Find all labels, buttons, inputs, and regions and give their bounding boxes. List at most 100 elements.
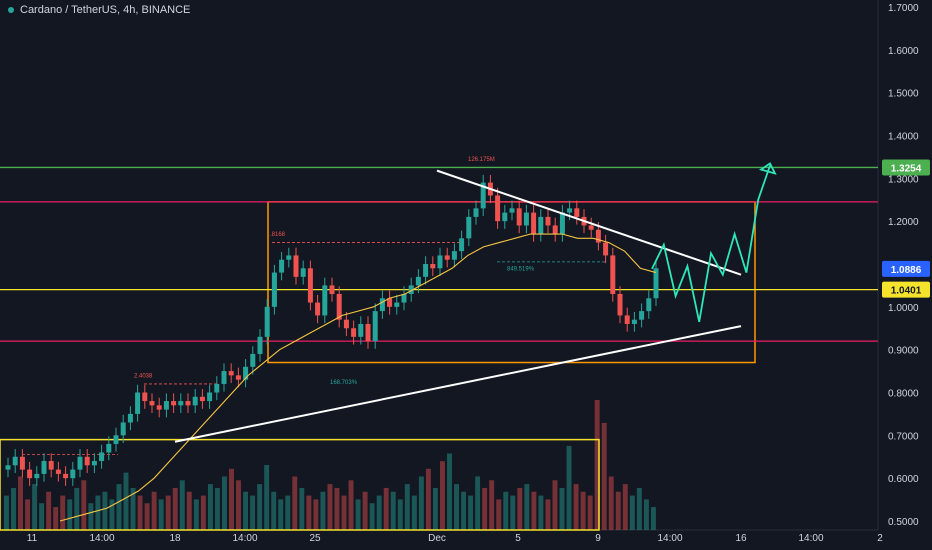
volume-bar [587, 495, 593, 530]
candle-body [343, 319, 349, 329]
volume-bar [369, 503, 375, 530]
volume-bar [236, 480, 241, 530]
candle-body [99, 452, 105, 462]
candle-body [12, 456, 18, 466]
x-tick-label: Dec [428, 533, 446, 544]
volume-bar [11, 487, 16, 530]
candle-body [610, 255, 616, 294]
volume-bar [489, 480, 495, 530]
volume-bar [299, 487, 305, 530]
volume-bar [200, 495, 206, 530]
x-tick-label: 18 [169, 533, 181, 544]
volume-bar [404, 484, 410, 530]
candle-body [466, 216, 472, 239]
chart-header: Cardano / TetherUS, 4h, BINANCE [8, 4, 190, 16]
y-tick-label: 0.8000 [888, 389, 919, 400]
volume-bar [524, 484, 530, 530]
volume-bar [193, 499, 199, 530]
candle-body [41, 461, 47, 474]
y-tick-label: 0.5000 [888, 517, 919, 528]
volume-bar [32, 484, 38, 530]
volume-bar [355, 499, 361, 530]
candle-body [214, 383, 220, 393]
candle-body [372, 311, 378, 342]
candle-body [351, 328, 357, 337]
candle-body [264, 306, 270, 337]
candle-body [523, 212, 529, 226]
candle-body [415, 276, 421, 286]
volume-bar [425, 468, 431, 530]
volume-bar [186, 491, 192, 530]
candle-body [603, 242, 609, 256]
candle-body [646, 298, 652, 312]
candle-body [142, 392, 148, 402]
chart-annotation: 849.519% [507, 266, 535, 272]
volume-bar [475, 476, 481, 530]
market-status-dot [8, 7, 14, 13]
candle-body [516, 208, 522, 226]
volume-bar [229, 468, 234, 530]
volume-bar [67, 499, 73, 530]
candle-body [545, 216, 551, 226]
candle-body [48, 461, 54, 470]
volume-bar [538, 495, 544, 530]
candle-body [34, 473, 40, 479]
price-tag: 1.0886 [882, 260, 930, 277]
candle-body [178, 401, 184, 406]
volume-bar [510, 495, 516, 530]
candle-body [113, 435, 119, 444]
projection-arrow-head [758, 162, 777, 175]
volume-bar [418, 476, 424, 530]
y-tick-label: 0.7000 [888, 431, 919, 442]
volume-bar [327, 484, 333, 530]
y-tick-label: 1.6000 [888, 46, 919, 57]
symbol-title[interactable]: Cardano / TetherUS, 4h, BINANCE [20, 4, 191, 16]
volume-bar [615, 491, 621, 530]
volume-bar [629, 495, 635, 530]
candle-body [567, 208, 573, 213]
chart-annotation: .8168 [270, 232, 286, 238]
candle-body [495, 195, 501, 222]
volume-bar [601, 422, 607, 530]
volume-bar [341, 495, 347, 530]
volume-bar [334, 487, 340, 530]
candle-body [192, 396, 198, 406]
candle-body [459, 238, 465, 252]
volume-bar [144, 503, 150, 530]
candle-body [27, 469, 33, 479]
volume-bar [496, 499, 502, 530]
volume-bar [461, 491, 467, 530]
volume-bar [25, 499, 31, 530]
volume-bar [271, 491, 277, 530]
volume-bar [362, 491, 368, 530]
candle-body [149, 401, 155, 406]
volume-bar [594, 400, 600, 530]
candle-body [185, 401, 191, 406]
volume-bar [46, 491, 52, 530]
candle-body [401, 293, 407, 303]
candle-body [199, 396, 205, 402]
candle-body [365, 323, 371, 342]
volume-bar [102, 491, 108, 530]
volume-bar [172, 487, 178, 530]
chart-annotation: 126.175M [468, 157, 495, 163]
candle-body [171, 401, 177, 406]
chart-annotation: 168.703% [330, 380, 358, 386]
candle-body [106, 443, 112, 453]
y-tick-label: 1.5000 [888, 89, 919, 100]
candle-body [538, 216, 544, 235]
candle-body [315, 302, 321, 316]
volume-bar [503, 491, 509, 530]
volume-bar [137, 495, 143, 530]
y-tick-label: 0.9000 [888, 346, 919, 357]
candle-body [293, 255, 299, 277]
volume-bar [74, 487, 80, 530]
volume-bar [214, 487, 220, 530]
volume-bar [580, 491, 586, 530]
candle-body [120, 422, 126, 436]
volume-bar [313, 499, 319, 530]
moving-average-line [59, 233, 657, 522]
volume-bar [390, 491, 396, 530]
volume-bar [573, 484, 579, 530]
